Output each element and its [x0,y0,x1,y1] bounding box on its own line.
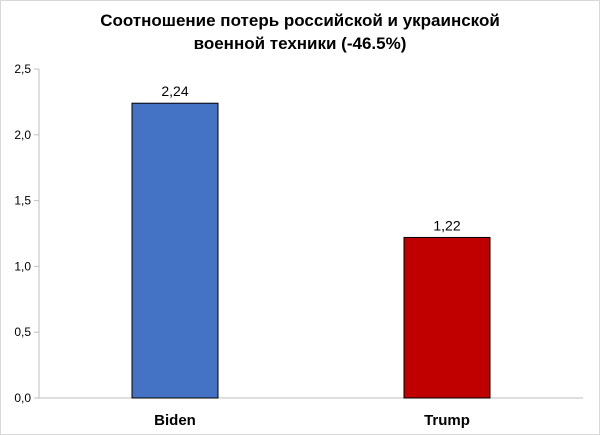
y-tick-label: 0,5 [14,325,31,339]
chart-title-line-2: военной техники (-46.5%) [193,34,407,53]
y-tick-label: 1,0 [14,259,31,273]
y-tick-label: 2,0 [14,128,31,142]
data-label-trump: 1,22 [433,217,460,233]
category-label-trump: Trump [424,412,470,429]
bar-trump [403,236,491,399]
bar-biden [131,102,219,399]
data-label-biden: 2,24 [161,83,188,99]
y-tick-label: 0,0 [14,391,31,405]
chart-title-line-1: Соотношение потерь российской и украинск… [100,11,500,30]
y-tick-label: 2,5 [14,62,31,76]
category-label-biden: Biden [154,412,196,429]
y-tick-label: 1,5 [14,194,31,208]
chart-title: Соотношение потерь российской и украинск… [1,9,599,55]
